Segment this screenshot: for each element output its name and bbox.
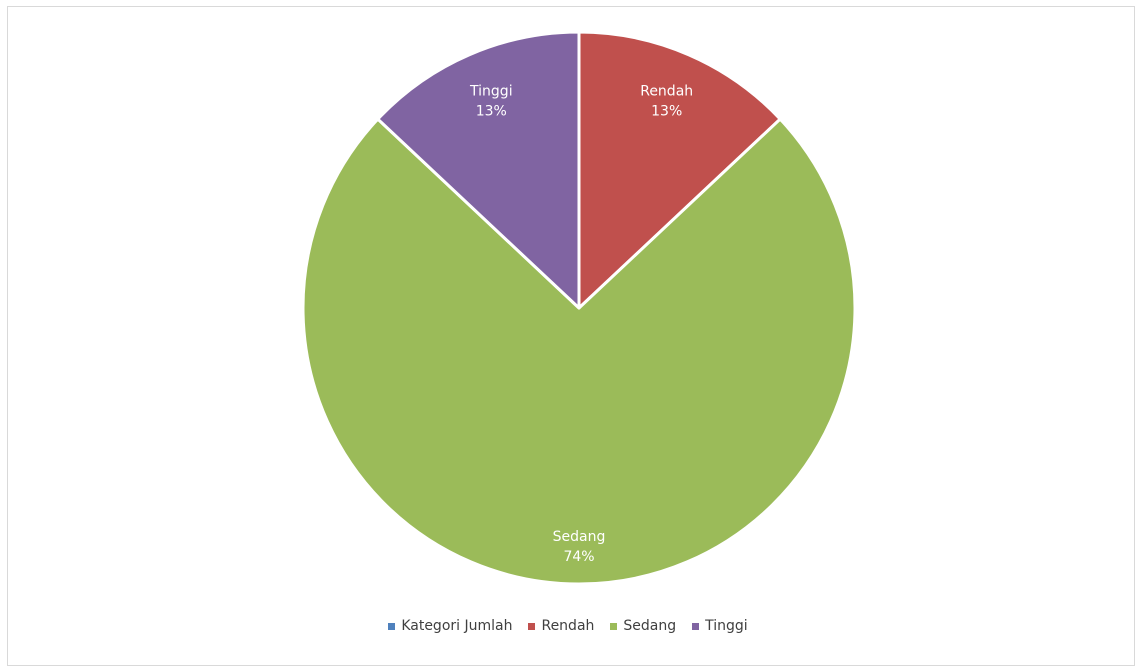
chart-legend: Kategori Jumlah Rendah Sedang Tinggi (0, 618, 1136, 634)
legend-item-tinggi: Tinggi (692, 618, 748, 634)
pie-slice-rendah (577, 30, 782, 310)
legend-label-rendah: Rendah (541, 618, 595, 634)
slice-percent-sedang: 74% (563, 549, 594, 565)
legend-label-sedang: Sedang (623, 618, 677, 634)
slice-label-rendah: Rendah (640, 83, 693, 99)
slice-percent-tinggi: 13% (476, 103, 507, 119)
legend-swatch-kategori-jumlah (388, 622, 396, 630)
slice-percent-rendah: 13% (651, 103, 682, 119)
legend-swatch-rendah (528, 622, 536, 630)
slice-label-tinggi: Tinggi (469, 83, 513, 99)
legend-item-kategori-jumlah: Kategori Jumlah (388, 618, 512, 634)
legend-item-sedang: Sedang (610, 618, 676, 634)
legend-swatch-sedang (610, 622, 618, 630)
legend-item-rendah: Rendah (528, 618, 594, 634)
slice-label-sedang: Sedang (553, 529, 606, 545)
legend-label-kategori-jumlah: Kategori Jumlah (401, 618, 513, 634)
pie-slice-sedang (301, 117, 857, 586)
legend-swatch-tinggi (692, 622, 700, 630)
legend-label-tinggi: Tinggi (705, 618, 748, 634)
pie-slice-tinggi (376, 30, 581, 310)
